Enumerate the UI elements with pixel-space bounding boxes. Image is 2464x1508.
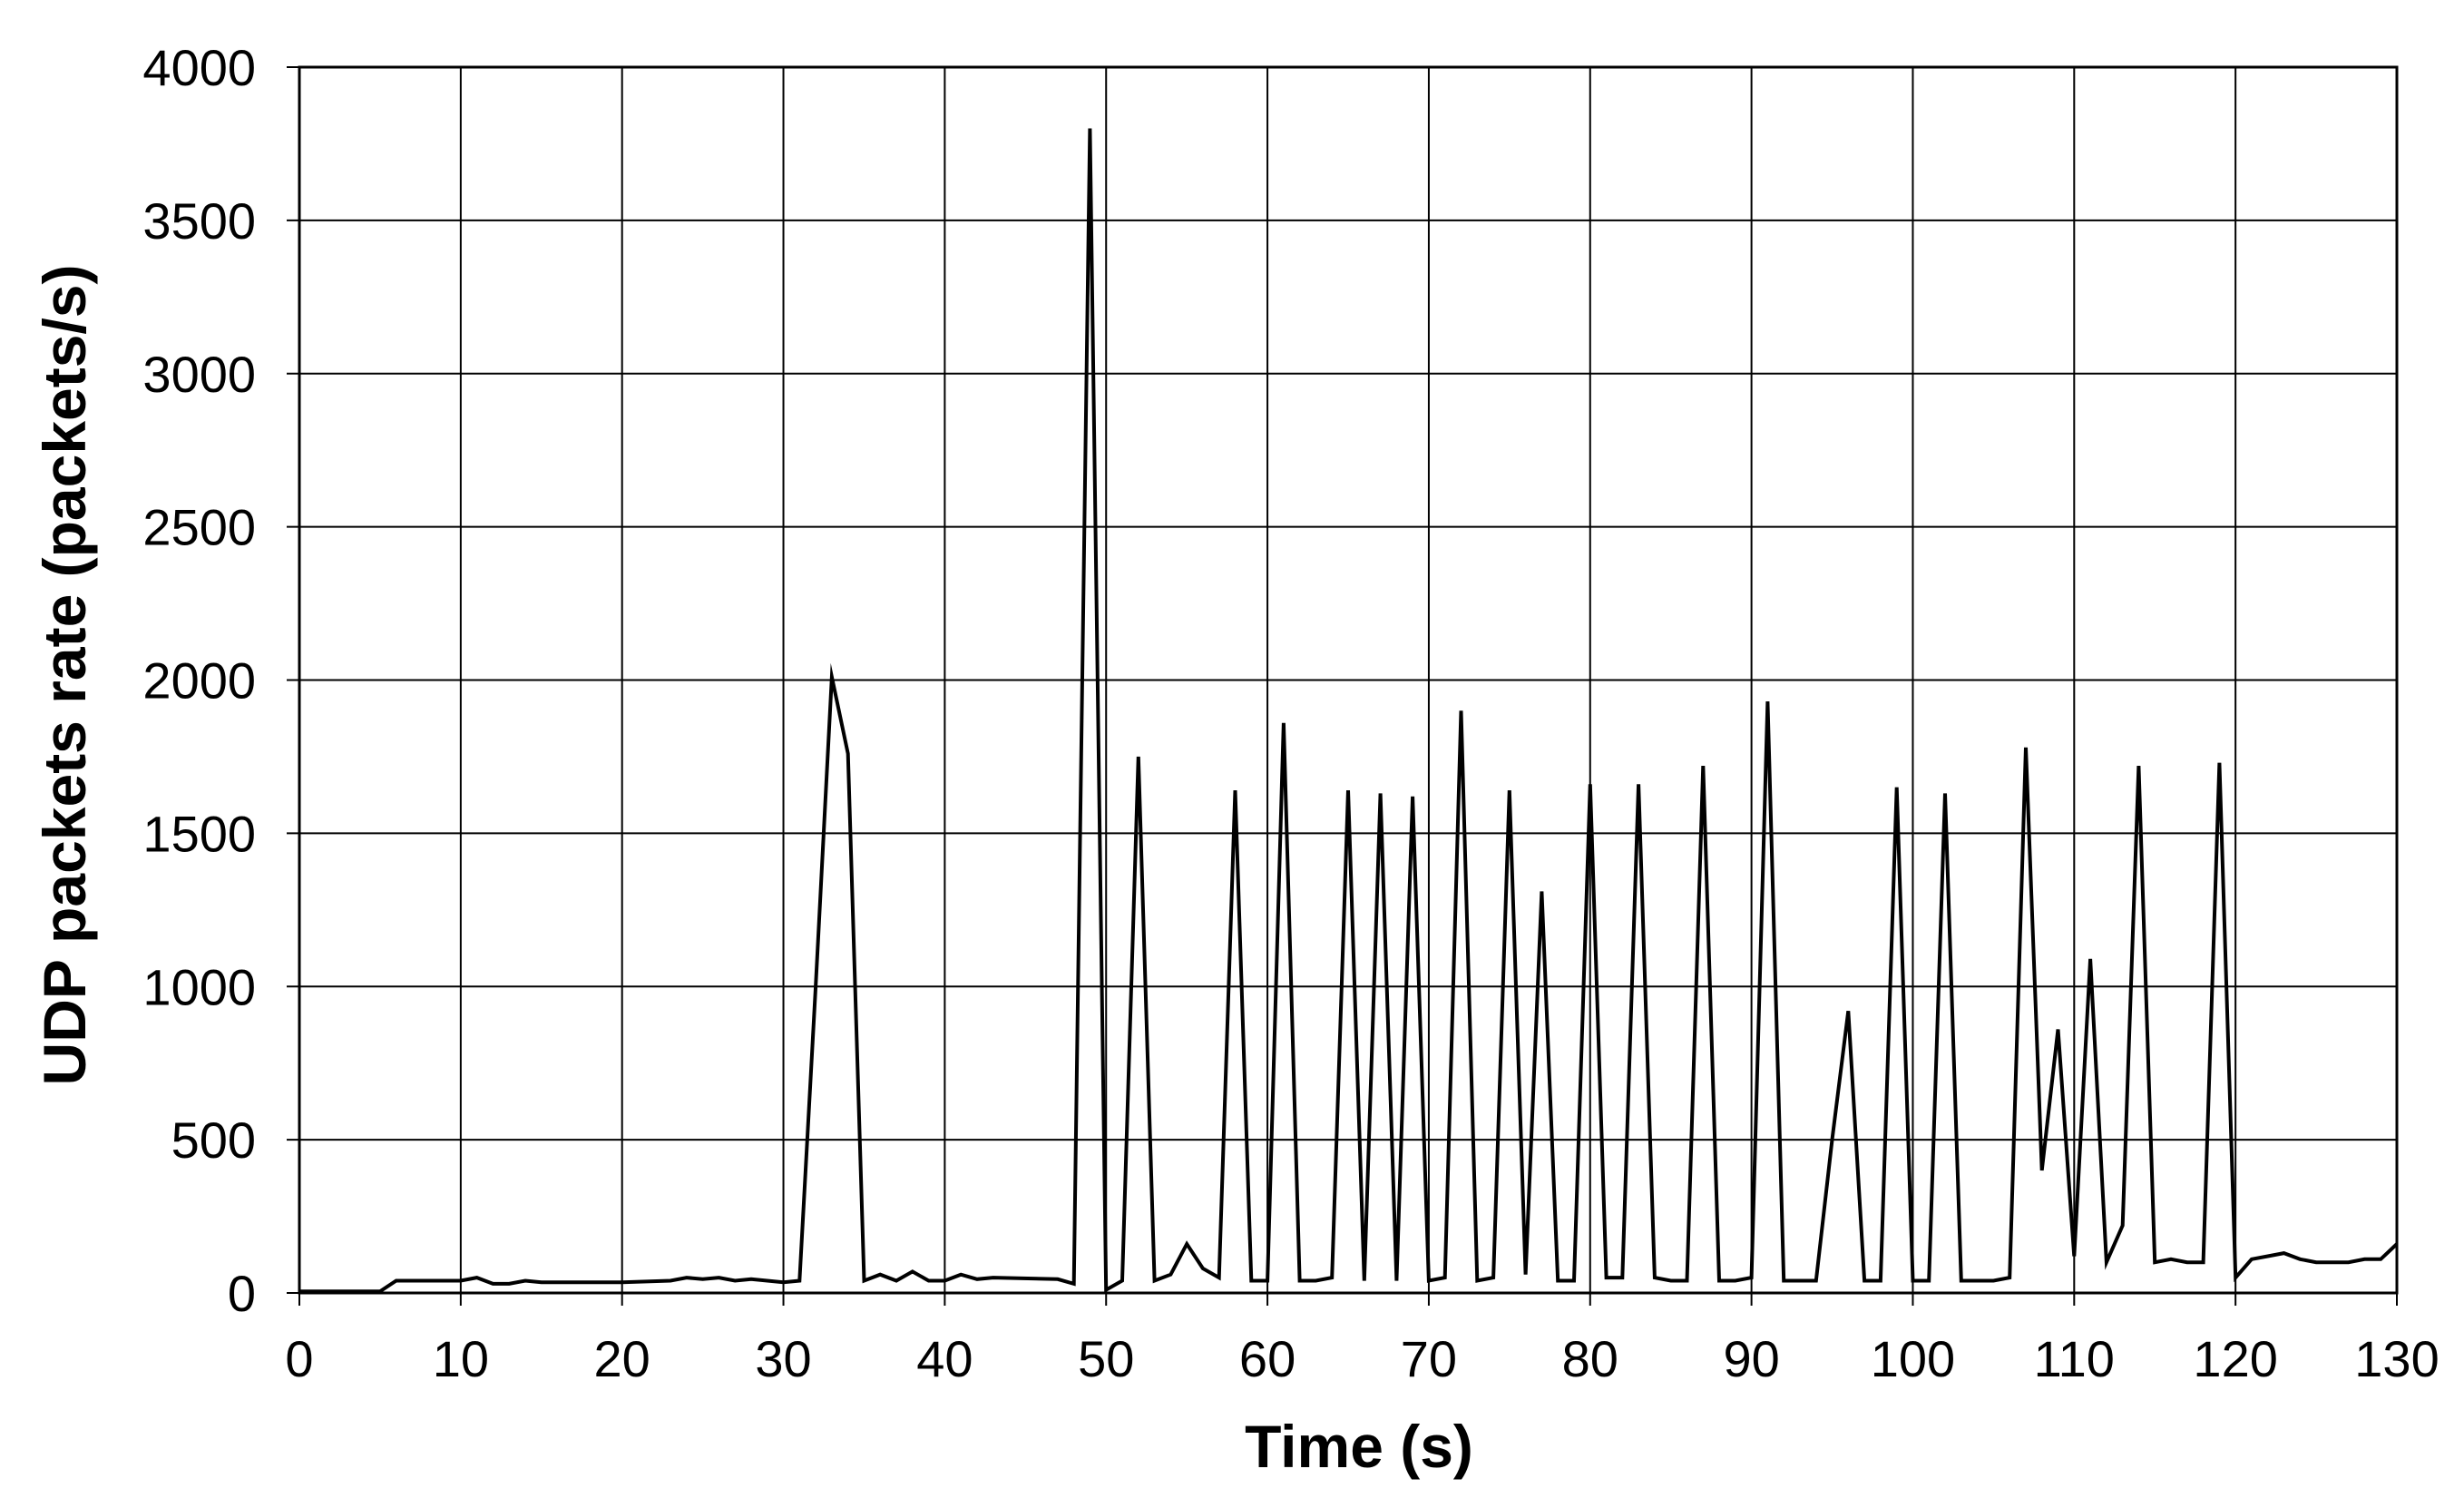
x-tick-label: 60 [1239, 1330, 1296, 1387]
y-tick-label: 1500 [142, 805, 256, 862]
y-tick-label: 2000 [142, 652, 256, 710]
plot-area [298, 65, 2399, 1295]
y-tick-label: 3500 [142, 192, 256, 250]
x-tick-label: 70 [1401, 1330, 1457, 1387]
y-tick-label: 1000 [142, 958, 256, 1015]
y-axis-title: UDP packets rate (packets/s) [31, 265, 98, 1086]
y-tick-label: 3000 [142, 346, 256, 403]
x-tick-label: 10 [433, 1330, 489, 1387]
x-tick-label: 120 [2193, 1330, 2277, 1387]
x-axis-tick-labels: 0 10 20 30 40 50 60 70 80 90 100 110 120 130 [285, 1330, 2439, 1387]
series-layer [299, 128, 2399, 1294]
y-tick-label: 500 [171, 1111, 256, 1169]
x-tick-label: 20 [594, 1330, 650, 1387]
x-tick-label: 80 [1562, 1330, 1618, 1387]
y-tick-label: 0 [228, 1265, 256, 1322]
x-tick-label: 100 [1871, 1330, 1955, 1387]
x-tick-label: 50 [1078, 1330, 1134, 1387]
y-axis-tick-labels: 0 500 1000 1500 2000 2500 3000 3500 4000 [142, 39, 256, 1322]
series-line [299, 128, 2399, 1294]
x-tick-label: 90 [1723, 1330, 1779, 1387]
y-tick-label: 4000 [142, 39, 256, 96]
x-tick-label: 130 [2354, 1330, 2439, 1387]
plot-border [298, 65, 2399, 1295]
x-tick-label: 40 [916, 1330, 973, 1387]
x-tick-label: 30 [755, 1330, 811, 1387]
x-tick-label: 0 [285, 1330, 313, 1387]
y-tick-label: 2500 [142, 499, 256, 556]
x-tick-label: 110 [2034, 1330, 2115, 1387]
x-axis-title: Time (s) [1245, 1413, 1473, 1480]
